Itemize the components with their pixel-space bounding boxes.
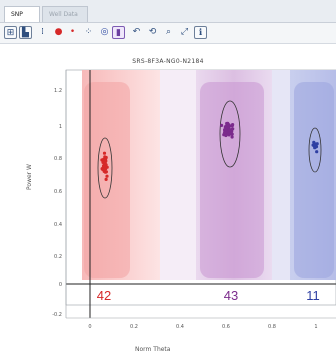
core-blue xyxy=(294,82,334,278)
data-point xyxy=(230,135,234,139)
data-point xyxy=(102,151,107,155)
cluster-points-purple[interactable] xyxy=(220,121,235,139)
cluster-points-red[interactable] xyxy=(100,151,109,181)
x-axis-title: Norm Theta xyxy=(135,346,171,353)
data-point xyxy=(104,177,108,181)
data-point xyxy=(313,146,317,150)
x-tick-label: 0 xyxy=(88,324,91,330)
red-dot-icon[interactable]: ● xyxy=(54,27,63,37)
y-tick-label: -0.2 xyxy=(52,312,62,318)
region-gap-2 xyxy=(272,70,290,280)
data-point xyxy=(231,123,235,127)
data-point xyxy=(105,174,109,178)
core-purple xyxy=(200,82,264,278)
undo-icon[interactable]: ↶ xyxy=(132,27,141,37)
y-tick-label: 1.2 xyxy=(54,88,62,94)
red-dot-icon-2[interactable]: • xyxy=(69,27,76,37)
x-tick-label: 1 xyxy=(314,324,317,330)
data-point xyxy=(315,150,319,154)
dots-icon[interactable]: ⁘ xyxy=(84,27,93,37)
region-gap-1 xyxy=(160,70,196,280)
x-tick-label: 0.4 xyxy=(176,324,184,330)
data-point xyxy=(220,123,224,127)
select-icon[interactable]: ▮ xyxy=(112,26,125,39)
y-tick-label: 0.6 xyxy=(54,189,62,195)
x-tick-label: 0.2 xyxy=(130,324,138,330)
cluster-ellipse-blue[interactable] xyxy=(308,127,322,173)
lasso-icon[interactable]: ⟲ xyxy=(148,27,157,37)
tab-well-data[interactable]: Well Data xyxy=(42,6,88,22)
grid-icon[interactable]: ⊞ xyxy=(4,26,17,39)
data-point xyxy=(225,123,229,127)
data-point xyxy=(102,162,107,166)
cluster-ellipse-red[interactable] xyxy=(97,137,113,199)
y-axis: 1.2 1 0.8 0.6 0.4 0.2 0 -0.2 xyxy=(52,70,67,318)
toolbar: ⊞ ▙ ⁞ ● • ⁘ ◎ ▮ ↶ ⟲ ⌕ ⤢ ℹ xyxy=(0,23,336,44)
plot-title: SRS-8F3A-NG0-N2184 xyxy=(132,58,204,65)
bar-chart-icon[interactable]: ▙ xyxy=(19,26,32,39)
y-axis-title: Power W xyxy=(26,164,33,190)
cluster-points-blue[interactable] xyxy=(311,140,319,154)
info-icon[interactable]: ℹ xyxy=(194,26,207,39)
fit-icon[interactable]: ⤢ xyxy=(180,27,189,37)
zoom-icon[interactable]: ⌕ xyxy=(165,27,172,37)
data-point xyxy=(228,128,232,132)
cluster-ellipse-purple[interactable] xyxy=(219,100,241,168)
y-tick-label: 1 xyxy=(59,124,62,130)
x-tick-label: 0.6 xyxy=(222,324,230,330)
legend-icon[interactable]: ⁞ xyxy=(41,27,44,37)
y-tick-label: 0.2 xyxy=(54,254,62,260)
y-tick-label: 0 xyxy=(59,282,62,288)
data-point xyxy=(104,157,108,161)
data-point xyxy=(224,128,228,132)
count-blue: 11 xyxy=(306,288,320,303)
count-red: 42 xyxy=(97,288,111,303)
count-purple: 43 xyxy=(224,288,238,303)
x-axis: 0 0.2 0.4 0.6 0.8 1 xyxy=(66,317,336,330)
x-tick-label: 0.8 xyxy=(268,324,276,330)
y-tick-label: 0.4 xyxy=(54,222,62,228)
clusters-icon[interactable]: ◎ xyxy=(100,27,109,37)
data-point xyxy=(103,168,107,172)
data-point xyxy=(231,127,235,131)
y-tick-label: 0.8 xyxy=(54,156,62,162)
data-point xyxy=(312,140,316,144)
data-point xyxy=(100,167,104,171)
data-point xyxy=(222,131,227,135)
